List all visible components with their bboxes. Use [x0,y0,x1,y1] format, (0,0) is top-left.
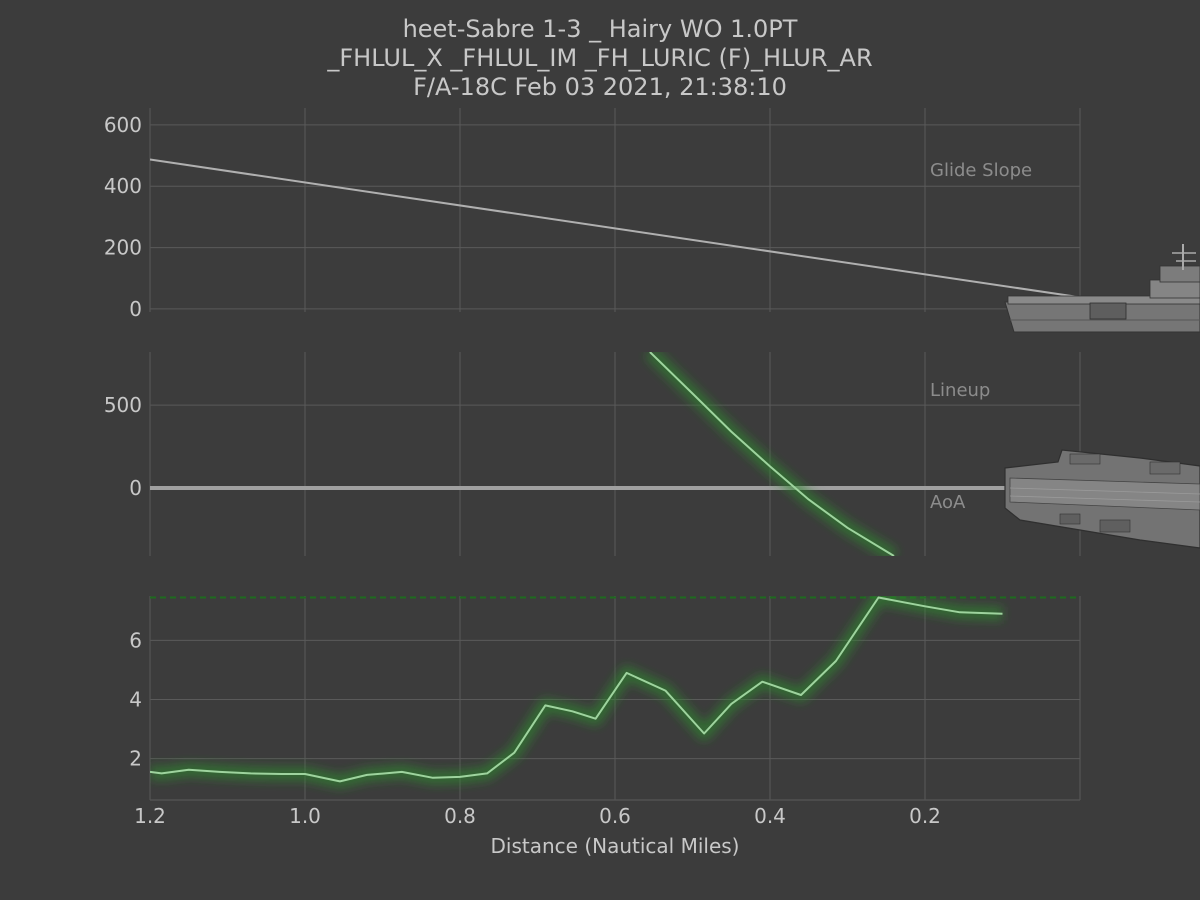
y-tick-label: 600 [104,113,142,137]
panel-label: Glide Slope [930,160,1032,181]
series-line [150,596,1003,783]
series-glow [150,596,1003,789]
y-tick-label: 2 [129,747,142,771]
x-tick-label: 1.0 [289,804,321,828]
plot-area [150,596,1080,789]
series-glow [645,352,898,556]
title-line-2: _FHLUL_X _FHLUL_IM _FH_LURIC (F)_HLUR_AR [326,44,872,72]
y-tick-label: 500 [104,393,142,417]
y-tick-label: 0 [129,297,142,321]
x-tick-label: 0.4 [754,804,786,828]
x-tick-label: 0.2 [909,804,941,828]
y-tick-label: 0 [129,476,142,500]
x-tick-label: 0.6 [599,804,631,828]
y-tick-label: 6 [129,628,142,652]
x-tick-label: 0.8 [444,804,476,828]
x-axis-label: Distance (Nautical Miles) [491,834,740,858]
carrier-side-view-icon [1004,244,1200,333]
plot-panels: 0 200 400 600 Glide Slope 0 500 Lineup 2 4 6 1.2 1.0… [104,108,1081,828]
title-line-1: heet-Sabre 1-3 _ Hairy WO 1.0PT [403,15,798,43]
chart-title: heet-Sabre 1-3 _ Hairy WO 1.0PT _FHLUL_X… [326,15,872,101]
plot-area [150,158,1080,299]
plot-area [150,352,1080,556]
series-line [649,352,895,556]
panel-2: 2 4 6 1.2 1.0 0.8 0.6 0.4 0.2 [129,596,1081,828]
y-tick-label: 200 [104,236,142,260]
x-tick-label: 1.2 [134,804,166,828]
y-tick-label: 400 [104,174,142,198]
panel-1: 0 500 [104,352,1081,556]
y-tick-label: 4 [129,687,142,711]
glide-slope-line [150,158,1080,299]
panel-label: AoA [930,492,966,513]
carrier-top-view-icon [1004,449,1200,549]
panel-0: 0 200 400 600 [104,108,1081,321]
title-line-3: F/A-18C Feb 03 2021, 21:38:10 [413,73,787,101]
panel-label: Lineup [930,380,990,401]
